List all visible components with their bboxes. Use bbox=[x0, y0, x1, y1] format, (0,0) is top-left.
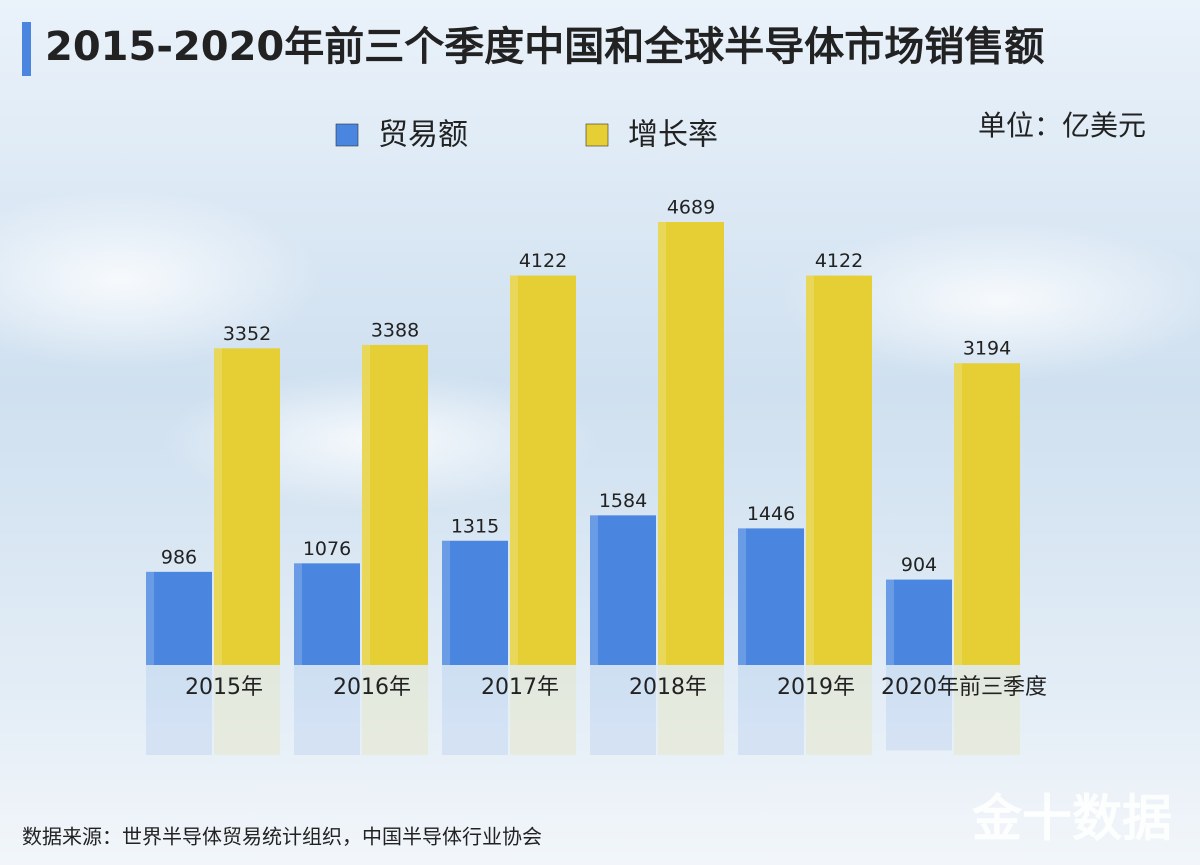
bar-reflection bbox=[294, 665, 360, 755]
legend-swatch bbox=[585, 123, 609, 147]
data-label: 4689 bbox=[667, 197, 715, 219]
bar bbox=[362, 344, 428, 665]
x-tick-label: 2018年 bbox=[629, 675, 707, 700]
bar-side bbox=[442, 540, 450, 665]
data-label: 1076 bbox=[303, 538, 351, 560]
bar-side bbox=[886, 579, 894, 665]
bar-reflection bbox=[954, 665, 1020, 755]
bar-side bbox=[954, 363, 962, 665]
data-label: 4122 bbox=[519, 250, 567, 272]
x-tick-label: 2015年 bbox=[185, 675, 263, 700]
bar-side bbox=[806, 275, 814, 665]
data-label: 1446 bbox=[747, 503, 795, 525]
chart-title: 2015-2020年前三个季度中国和全球半导体市场销售额 bbox=[45, 24, 1044, 70]
bar bbox=[806, 275, 872, 665]
data-label: 4122 bbox=[815, 250, 863, 272]
cloud bbox=[780, 220, 1200, 380]
legend-swatch bbox=[335, 123, 359, 147]
bar bbox=[658, 222, 724, 665]
watermark: 金十数据 bbox=[972, 790, 1172, 848]
bar bbox=[146, 571, 212, 665]
bar-reflection bbox=[806, 665, 872, 755]
data-label: 986 bbox=[161, 546, 197, 568]
bar-side bbox=[658, 222, 666, 665]
bar-side bbox=[590, 515, 598, 665]
bar bbox=[442, 540, 508, 665]
bar bbox=[294, 563, 360, 665]
bar-reflection bbox=[590, 665, 656, 755]
bar-side bbox=[738, 528, 746, 665]
bar-reflection bbox=[510, 665, 576, 755]
data-label: 3388 bbox=[371, 319, 419, 341]
bar-reflection bbox=[738, 665, 804, 755]
source-note: 数据来源：世界半导体贸易统计组织，中国半导体行业协会 bbox=[22, 825, 542, 849]
data-label: 1584 bbox=[599, 490, 647, 512]
bar bbox=[510, 275, 576, 665]
bar-side bbox=[146, 571, 154, 665]
legend-label: 贸易额 bbox=[378, 118, 468, 153]
bar-reflection bbox=[146, 665, 212, 755]
bar bbox=[886, 579, 952, 665]
bar-reflection bbox=[214, 665, 280, 755]
data-label: 1315 bbox=[451, 515, 499, 537]
x-tick-label: 2019年 bbox=[777, 675, 855, 700]
cloud bbox=[0, 190, 320, 370]
bar-side bbox=[362, 344, 370, 665]
title-accent bbox=[22, 22, 31, 76]
bar bbox=[954, 363, 1020, 665]
bar-reflection bbox=[442, 665, 508, 755]
data-label: 3352 bbox=[223, 323, 271, 345]
unit-label: 单位：亿美元 bbox=[978, 109, 1146, 142]
bar-reflection bbox=[886, 665, 952, 751]
x-tick-label: 2016年 bbox=[333, 675, 411, 700]
legend-label: 增长率 bbox=[628, 118, 718, 153]
plot-area: 贸易额 增长率 986 3352 2015年 1076 3388 2016年 1315 4122 2… bbox=[146, 118, 1047, 755]
x-tick-label: 2017年 bbox=[481, 675, 559, 700]
bar-side bbox=[294, 563, 302, 665]
x-tick-label: 2020年前三季度 bbox=[881, 675, 1047, 700]
data-label: 904 bbox=[901, 554, 937, 576]
bar-side bbox=[510, 275, 518, 665]
bar bbox=[214, 348, 280, 665]
data-label: 3194 bbox=[963, 338, 1011, 360]
bar bbox=[590, 515, 656, 665]
bar-reflection bbox=[658, 665, 724, 755]
bar-reflection bbox=[362, 665, 428, 755]
bar bbox=[738, 528, 804, 665]
bar-side bbox=[214, 348, 222, 665]
